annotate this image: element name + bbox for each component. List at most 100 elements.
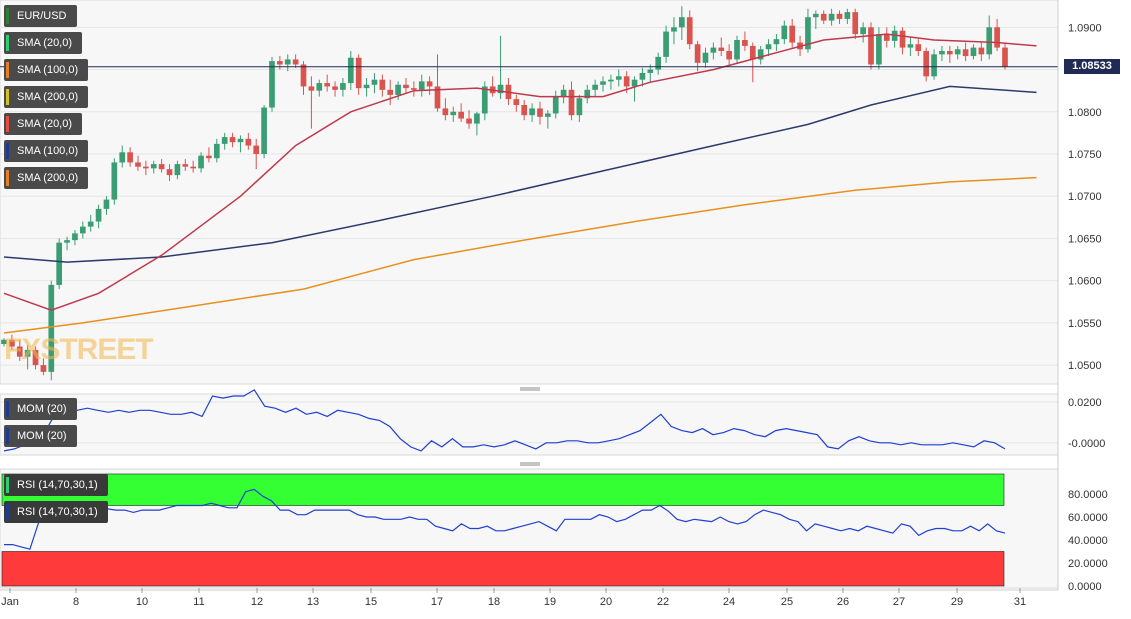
candle-body: [481, 86, 488, 114]
candle-body: [946, 50, 953, 55]
candle-body: [749, 45, 756, 60]
indicator-color-swatch: [6, 504, 9, 520]
indicator-label[interactable]: SMA (20,0): [4, 113, 83, 135]
mom-y-tick-label: -0.0000: [1068, 438, 1105, 450]
x-tick-label: 22: [657, 596, 669, 608]
candle-body: [852, 12, 859, 35]
candle-body: [497, 84, 504, 94]
indicator-color-swatch: [6, 35, 9, 51]
candle-body: [40, 365, 47, 372]
candle-body: [418, 81, 425, 90]
candle-body: [726, 50, 732, 60]
candle-body: [150, 164, 157, 169]
x-tick-label: 26: [837, 596, 849, 608]
candle-body: [221, 137, 228, 144]
candle-body: [631, 79, 638, 87]
candle-body: [261, 107, 267, 154]
candle-body: [836, 13, 843, 19]
candle-body: [340, 83, 346, 90]
indicator-label[interactable]: MOM (20): [4, 398, 77, 420]
x-tick-label: 19: [544, 596, 556, 608]
candle-body: [324, 83, 330, 87]
candle-body: [458, 111, 464, 119]
candle-body: [765, 44, 772, 50]
indicator-label[interactable]: RSI (14,70,30,1): [4, 501, 108, 523]
indicator-label[interactable]: SMA (200,0): [4, 86, 89, 108]
indicator-label[interactable]: SMA (20,0): [4, 32, 83, 54]
candle-body: [426, 81, 433, 87]
candle-body: [679, 17, 685, 28]
candle-body: [127, 152, 133, 163]
x-tick-label: 29: [951, 596, 963, 608]
candle-body: [686, 17, 693, 45]
candle-body: [411, 88, 417, 90]
candle-body: [253, 145, 260, 154]
indicator-label[interactable]: SMA (100,0): [4, 59, 89, 81]
sma100-line: [3, 85, 1037, 263]
main-y-tick-label: 1.0800: [1068, 107, 1102, 119]
current-price-badge: 1.08533: [1064, 59, 1120, 75]
indicator-color-swatch: [6, 116, 9, 132]
indicator-label[interactable]: MOM (20): [4, 425, 77, 447]
indicator-label[interactable]: EUR/USD: [4, 5, 77, 27]
candle-body: [907, 44, 914, 48]
indicator-color-swatch: [6, 8, 9, 24]
candle-body: [805, 17, 811, 50]
mom-panel-bg: [0, 393, 1059, 456]
candle-body: [371, 79, 378, 85]
mom-line: [3, 389, 1006, 452]
main-panel-bg: [0, 0, 1059, 385]
main-y-tick-label: 1.0600: [1068, 276, 1102, 288]
sma200-line: [3, 176, 1037, 334]
indicator-color-swatch: [6, 89, 9, 105]
candle-body: [48, 284, 55, 372]
candle-body: [986, 27, 993, 55]
candle-body: [24, 349, 31, 357]
candle-body: [552, 96, 559, 114]
candle-body: [300, 64, 307, 87]
candle-body: [781, 25, 788, 40]
candle-body: [623, 76, 630, 87]
candle-body: [245, 138, 252, 146]
indicator-label[interactable]: SMA (100,0): [4, 140, 89, 162]
candle-body: [135, 162, 141, 167]
candle-body: [379, 79, 386, 90]
candle-body: [655, 56, 662, 70]
candle-body: [198, 155, 204, 169]
candle-body: [994, 27, 1000, 48]
x-tick-label: Jan: [1, 596, 19, 608]
indicator-color-swatch: [6, 477, 9, 493]
candle-body: [450, 111, 457, 116]
indicator-color-swatch: [6, 401, 9, 417]
candle-body: [143, 166, 149, 169]
indicator-label-text: SMA (100,0): [17, 64, 79, 76]
indicator-color-swatch: [6, 428, 9, 444]
rsi-y-tick-label: 60.0000: [1068, 512, 1108, 524]
candle-body: [529, 108, 535, 116]
indicator-label-text: RSI (14,70,30,1): [17, 506, 98, 518]
candle-body: [545, 113, 551, 117]
candle-body: [284, 59, 291, 65]
candle-body: [915, 44, 922, 51]
candle-body: [442, 108, 449, 116]
candle-body: [663, 31, 669, 57]
candle-body: [600, 81, 606, 85]
candle-body: [363, 84, 370, 89]
candle-body: [734, 40, 740, 60]
candle-body: [513, 99, 520, 106]
candle-body: [111, 162, 118, 200]
candle-body: [32, 349, 39, 366]
candle-body: [939, 50, 945, 55]
candle-body: [474, 113, 480, 124]
indicator-label-text: SMA (20,0): [17, 37, 73, 49]
indicator-label-text: SMA (200,0): [17, 91, 79, 103]
candle-body: [757, 49, 764, 60]
candle-body: [9, 339, 15, 347]
indicator-label[interactable]: SMA (200,0): [4, 167, 89, 189]
indicator-label[interactable]: RSI (14,70,30,1): [4, 474, 108, 496]
candle-body: [844, 12, 851, 19]
rsi-y-tick-label: 80.0000: [1068, 489, 1108, 501]
x-tick-label: 8: [73, 596, 79, 608]
